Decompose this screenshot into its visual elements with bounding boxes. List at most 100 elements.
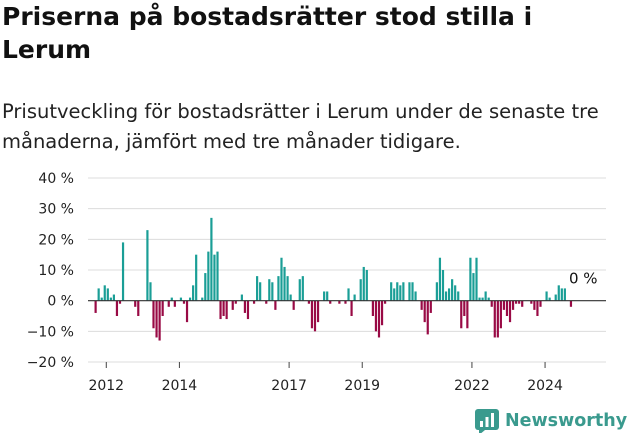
bar <box>393 288 396 301</box>
bars <box>94 217 573 341</box>
bar <box>402 282 405 301</box>
x-tick-label: 2014 <box>162 378 198 394</box>
bar <box>371 300 374 316</box>
bar <box>158 300 161 341</box>
bar <box>103 285 106 301</box>
bar <box>286 276 289 301</box>
bar <box>521 300 524 307</box>
bar <box>240 294 243 301</box>
bar <box>420 300 423 310</box>
bar <box>457 291 460 301</box>
bar <box>530 300 533 304</box>
bar <box>362 266 365 301</box>
bar <box>313 300 317 332</box>
bar <box>307 300 311 304</box>
bar <box>569 300 573 307</box>
bar <box>268 279 271 301</box>
bar <box>496 300 499 338</box>
chart-subtitle: Prisutveckling för bostadsrätter i Lerum… <box>2 100 599 153</box>
bar <box>97 288 100 301</box>
bar <box>259 282 262 301</box>
brand-logo[interactable]: Newsworthy <box>475 406 627 436</box>
x-tick-label: 2017 <box>271 378 307 394</box>
bar <box>533 300 536 310</box>
bar <box>396 282 399 301</box>
bar <box>347 288 350 301</box>
bar <box>149 282 152 301</box>
bar <box>277 276 280 301</box>
bar <box>326 291 329 301</box>
bar <box>460 300 463 329</box>
bar <box>207 251 210 301</box>
x-tick-label: 2024 <box>527 378 563 394</box>
bar <box>454 285 457 301</box>
bar <box>301 276 304 301</box>
gridlines <box>88 177 606 363</box>
newsworthy-logo-icon <box>475 409 499 433</box>
bar <box>329 300 332 304</box>
bar <box>435 282 438 301</box>
bar <box>508 300 512 323</box>
bar <box>441 270 445 301</box>
y-tick-label: 20 % <box>38 232 74 248</box>
bar <box>274 300 277 310</box>
bar <box>383 300 387 304</box>
bar <box>152 300 155 329</box>
bar <box>167 300 170 307</box>
bar <box>179 297 183 301</box>
bar <box>377 300 381 338</box>
bar <box>408 282 411 301</box>
bar <box>185 300 189 323</box>
bar <box>490 300 493 307</box>
bar <box>472 273 475 301</box>
bar <box>515 300 518 304</box>
bar <box>338 300 341 304</box>
bar <box>466 300 469 329</box>
bar <box>390 282 393 301</box>
bar <box>493 300 496 338</box>
bar <box>225 300 228 320</box>
bar <box>146 230 149 301</box>
x-tick-label: 2019 <box>344 378 380 394</box>
bar <box>289 294 292 301</box>
bar <box>560 288 563 301</box>
y-tick-label: 40 % <box>38 171 74 187</box>
chart-title: Priserna på bostadsrätter stod stilla i … <box>2 2 533 64</box>
bar <box>563 288 566 301</box>
bar <box>478 297 481 301</box>
bar <box>557 285 560 301</box>
bar <box>115 300 119 316</box>
bar <box>438 257 442 301</box>
y-tick-label: 10 % <box>38 263 74 279</box>
bar <box>316 300 320 323</box>
bar <box>399 285 402 301</box>
bar <box>469 257 472 301</box>
bar <box>426 300 429 335</box>
bar <box>323 291 326 301</box>
bar <box>118 300 122 304</box>
bar <box>271 282 274 301</box>
bar <box>539 300 542 307</box>
latest-value-label: 0 % <box>569 270 598 288</box>
bar <box>109 297 112 301</box>
bar <box>499 300 502 329</box>
bar <box>246 300 250 320</box>
bar <box>134 300 137 307</box>
bar <box>505 300 509 316</box>
bar <box>155 300 158 338</box>
y-tick-label: 0 % <box>47 294 74 310</box>
bar <box>298 279 301 301</box>
bar <box>484 291 487 301</box>
bar <box>380 300 384 326</box>
bar <box>173 300 176 307</box>
bar <box>429 300 432 313</box>
bar <box>234 300 237 304</box>
bar <box>182 300 186 304</box>
bar <box>344 300 347 304</box>
bar <box>463 300 466 316</box>
annotations: 0 % <box>569 270 598 288</box>
bar <box>192 285 195 301</box>
bar <box>292 300 295 310</box>
bar <box>94 300 97 313</box>
